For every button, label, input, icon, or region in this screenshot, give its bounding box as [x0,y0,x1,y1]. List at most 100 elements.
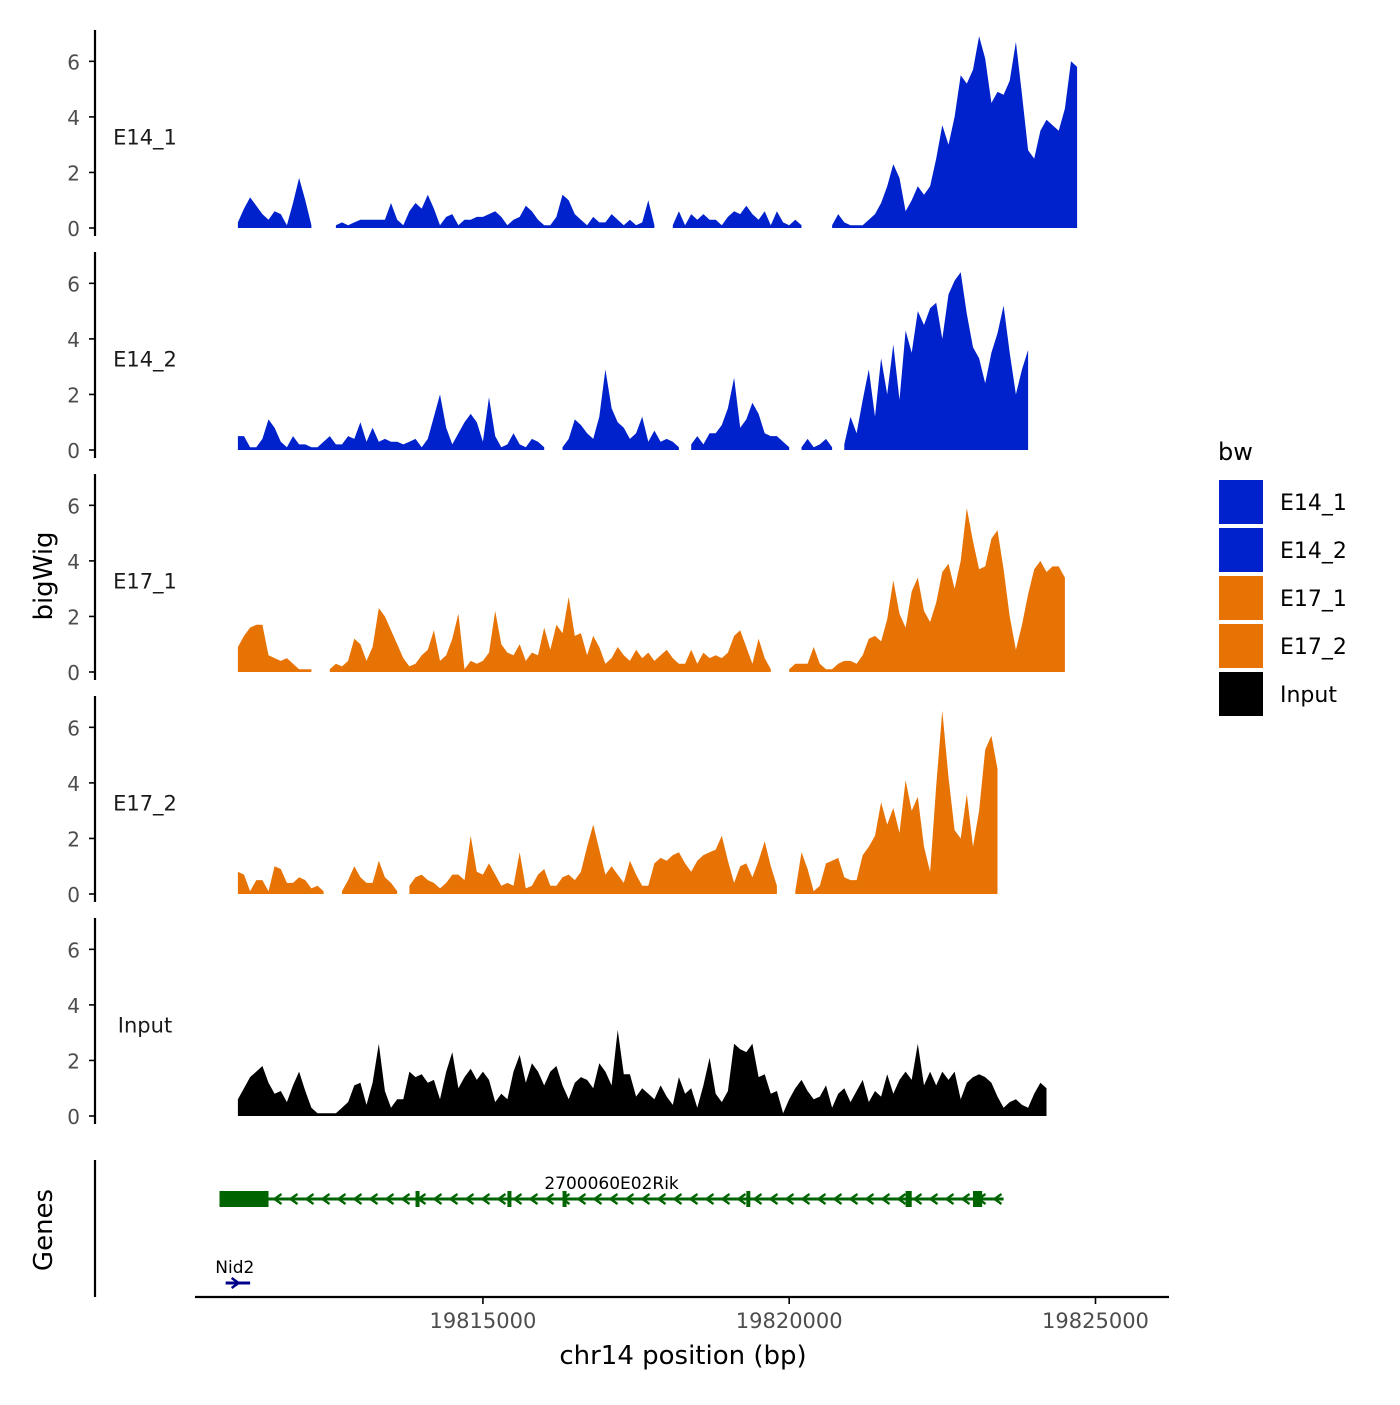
legend-label: E17_1 [1280,587,1347,612]
strand-chevron [448,1193,459,1205]
legend-entry-input: Input [1219,672,1337,716]
strand-chevron [880,1193,891,1205]
y-tick-label: 2 [67,383,80,407]
strand-chevron [848,1193,859,1205]
track-label: E14_2 [113,347,177,372]
strand-chevron [272,1193,283,1205]
strand-chevron [656,1193,667,1205]
legend-entry-e14_1: E14_1 [1219,480,1347,524]
gene-exon [219,1191,269,1207]
strand-chevron [544,1193,555,1205]
legend-label: Input [1280,683,1337,708]
strand-chevron [832,1193,843,1205]
legend: E14_1 E14_2 E17_1 E17_2 Input [1219,480,1347,716]
y-tick-label: 2 [67,1049,80,1073]
legend-swatch [1219,576,1263,620]
legend-label: E14_1 [1280,491,1347,516]
strand-chevron [230,1277,241,1289]
y-tick-label: 0 [67,439,80,463]
genes-axis-title: Genes [29,1189,59,1271]
gene-name-label: 2700060E02Rik [544,1174,679,1194]
strand-chevron [288,1193,299,1205]
y-tick-label: 4 [67,106,80,130]
y-tick-label: 4 [67,994,80,1018]
strand-chevron [672,1193,683,1205]
legend-swatch [1219,624,1263,668]
y-tick-label: 0 [67,217,80,241]
legend-label: E14_2 [1280,539,1347,564]
coverage-area-e14_2 [801,438,833,450]
strand-chevron [608,1193,619,1205]
y-tick-label: 6 [67,50,80,74]
gene-exon [415,1191,420,1207]
strand-chevron [336,1193,347,1205]
strand-chevron [816,1193,827,1205]
gene-nid2: Nid2 [215,1258,254,1289]
coverage-area-e14_1 [237,178,312,228]
x-axis: 19815000 19820000 19825000 [195,1295,1169,1333]
strand-chevron [528,1193,539,1205]
coverage-area-e14_2 [691,377,790,450]
track-e17_1: 0 2 4 6 E17_1 [67,474,1065,685]
strand-chevron [320,1193,331,1205]
strand-chevron [992,1193,1003,1205]
coverage-area-e14_2 [237,394,545,450]
gene-exon [562,1191,567,1207]
y-tick-label: 6 [67,716,80,740]
strand-chevron [896,1193,907,1205]
strand-chevron [560,1193,571,1205]
track-e14_2: 0 2 4 6 E14_2 [67,252,1029,463]
y-tick-label: 0 [67,883,80,907]
track-label: E17_2 [113,791,177,816]
strand-chevron [704,1193,715,1205]
coverage-area-e14_1 [335,194,655,228]
legend-title: bw [1218,438,1253,466]
track-e17_2: 0 2 4 6 E17_2 [67,696,998,907]
strand-chevron [912,1193,923,1205]
strand-chevron [688,1193,699,1205]
strand-chevron [640,1193,651,1205]
coverage-area-e14_1 [832,36,1078,228]
legend-label: E17_2 [1280,635,1347,660]
coverage-area-e17_2 [409,824,777,894]
legend-entry-e14_2: E14_2 [1219,528,1347,572]
coverage-area-e17_1 [237,624,312,672]
track-label: E17_1 [113,569,177,594]
strand-chevron [784,1193,795,1205]
coverage-area-e14_2 [844,272,1029,450]
strand-chevron [368,1193,379,1205]
gene-exon [507,1191,512,1207]
strand-chevron [928,1193,939,1205]
x-tick-label: 19825000 [1042,1309,1149,1333]
coverage-area-e17_2 [795,710,998,894]
y-tick-label: 6 [67,272,80,296]
strand-chevron [480,1193,491,1205]
strand-chevron [752,1193,763,1205]
y-tick-label: 4 [67,550,80,574]
legend-entry-e17_2: E17_2 [1219,624,1347,668]
coverage-area-input [237,1029,1047,1116]
strand-chevron [464,1193,475,1205]
y-axis-title: bigWig [29,531,59,620]
coverage-area-e17_2 [342,860,398,894]
track-input: 0 2 4 6 Input [67,918,1047,1129]
coverage-area-e14_2 [562,369,679,450]
coverage-area-e17_2 [237,866,324,894]
strand-chevron [592,1193,603,1205]
strand-chevron [512,1193,523,1205]
strand-chevron [624,1193,635,1205]
legend-swatch [1219,672,1263,716]
strand-chevron [864,1193,875,1205]
tracks-group: 0 2 4 6 E14_1 0 2 4 6 E14_2 0 2 4 6 E17_1 0 2 4 6 E17_2 0 2 4 6… [67,30,1078,1129]
legend-swatch [1219,480,1263,524]
track-label: Input [118,1013,172,1037]
x-tick-label: 19820000 [736,1309,843,1333]
strand-chevron [800,1193,811,1205]
y-tick-label: 0 [67,661,80,685]
y-tick-label: 2 [67,161,80,185]
y-tick-label: 2 [67,605,80,629]
strand-chevron [944,1193,955,1205]
strand-chevron [496,1193,507,1205]
